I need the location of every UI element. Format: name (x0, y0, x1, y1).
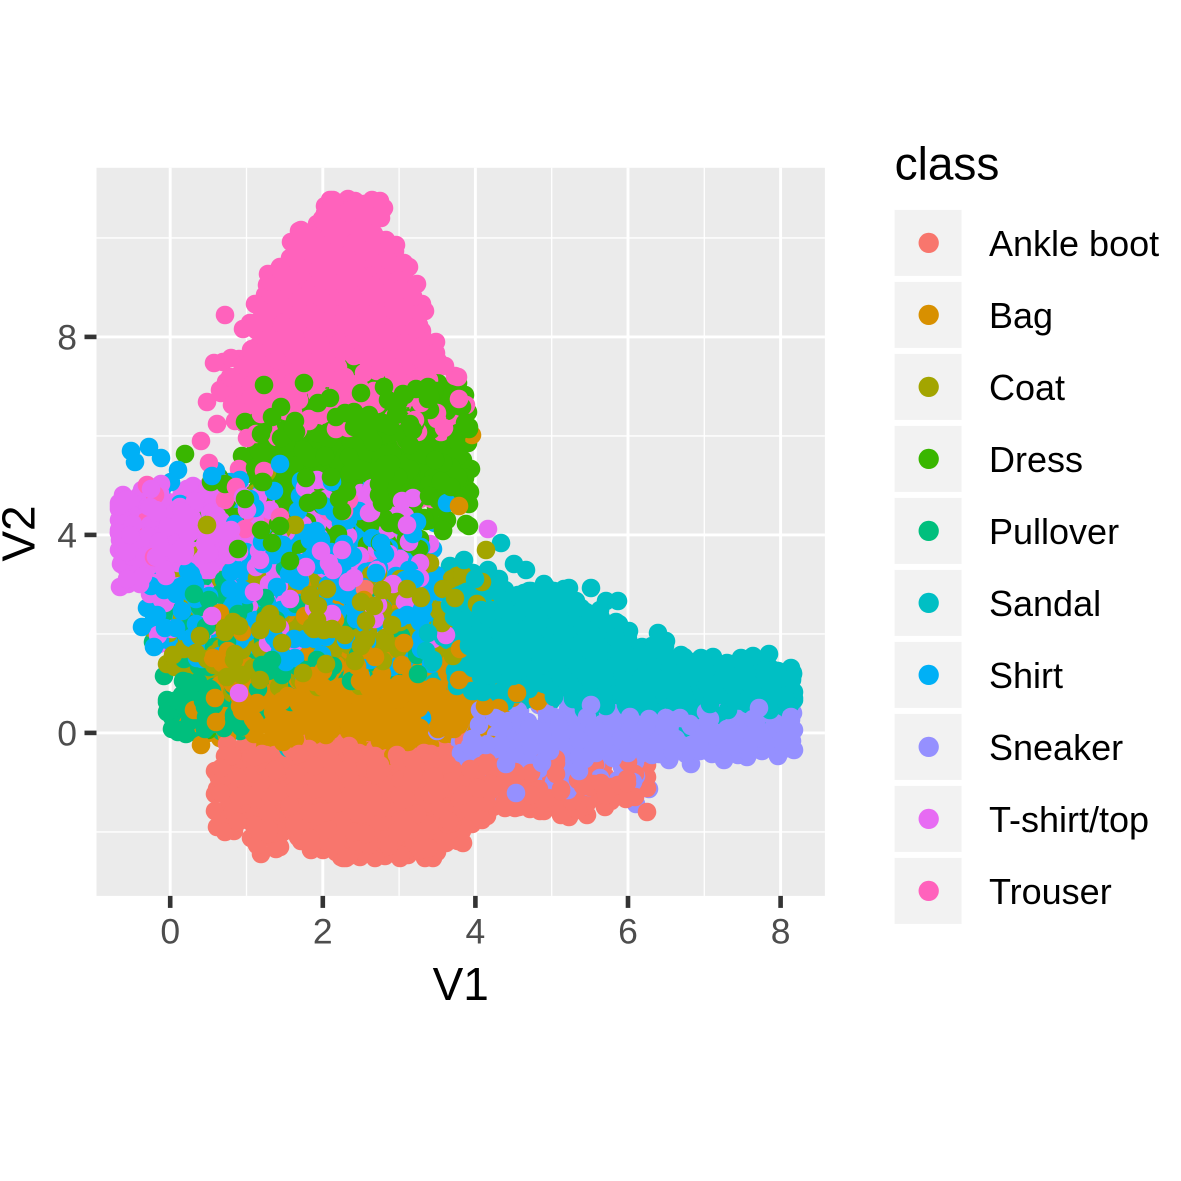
svg-text:6: 6 (618, 912, 638, 952)
svg-text:0: 0 (57, 714, 77, 754)
svg-text:Bag: Bag (989, 295, 1053, 336)
svg-text:Pullover: Pullover (989, 511, 1119, 552)
svg-text:8: 8 (57, 318, 77, 358)
svg-text:Sneaker: Sneaker (989, 727, 1123, 768)
svg-text:8: 8 (771, 912, 791, 952)
svg-text:0: 0 (160, 912, 180, 952)
svg-text:Coat: Coat (989, 367, 1065, 408)
svg-text:2: 2 (313, 912, 333, 952)
svg-text:V1: V1 (433, 958, 489, 1010)
svg-text:Ankle boot: Ankle boot (989, 223, 1159, 264)
svg-text:Shirt: Shirt (989, 655, 1063, 696)
svg-text:class: class (895, 138, 1000, 190)
svg-text:4: 4 (57, 516, 77, 556)
svg-text:T-shirt/top: T-shirt/top (989, 799, 1149, 840)
svg-text:4: 4 (466, 912, 486, 952)
svg-text:Sandal: Sandal (989, 583, 1101, 624)
svg-text:V2: V2 (0, 505, 45, 561)
svg-text:Trouser: Trouser (989, 871, 1112, 912)
svg-text:Dress: Dress (989, 439, 1083, 480)
